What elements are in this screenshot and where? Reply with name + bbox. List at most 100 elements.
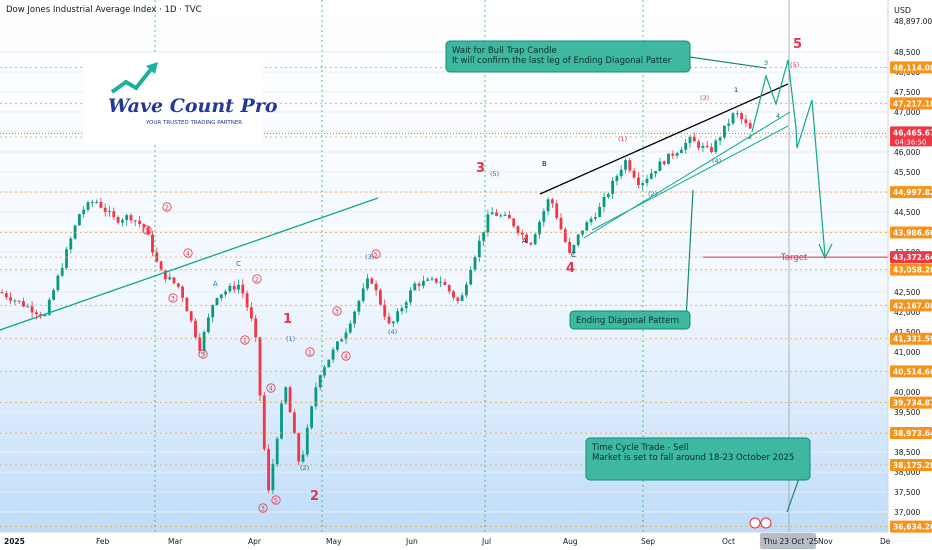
candle-body [125, 215, 129, 221]
candle-body [13, 300, 17, 302]
candle-body [460, 295, 464, 301]
candle-body [215, 298, 219, 305]
candle-body [116, 217, 120, 223]
diag-wave-4-label: (4) [712, 157, 721, 165]
candle-body [439, 281, 442, 283]
circled-wave-8-ring [266, 383, 276, 393]
candle-body [619, 169, 623, 177]
candle-body [508, 214, 511, 219]
price-tick: 40,000 [894, 388, 920, 397]
candle-body [675, 153, 679, 156]
candle-body [551, 199, 554, 204]
candle-body [744, 119, 748, 124]
candle-body [503, 214, 507, 216]
candle-body [327, 359, 331, 368]
candle-body [710, 146, 713, 152]
sub-wave-3-label: (3) [365, 253, 374, 261]
circled-wave-13-ring [258, 503, 268, 513]
candle-body [138, 220, 141, 224]
candles [0, 110, 752, 495]
candle-body [65, 249, 68, 268]
candle-body [78, 214, 81, 226]
price-tick: 38,000 [894, 468, 920, 477]
diagonal-lower-line [583, 111, 791, 239]
price-tick: 47,000 [894, 108, 920, 117]
level-badge [890, 61, 932, 74]
level-badge [890, 226, 932, 239]
price-tick: 37,000 [894, 508, 920, 517]
level-label: 43,058.28 [893, 266, 932, 275]
candle-body [142, 223, 146, 228]
ending-diagonal-note-bg [569, 310, 691, 330]
level-badge [890, 396, 932, 409]
candle-body [133, 220, 137, 222]
logo-arrowhead-icon [146, 62, 158, 74]
wave-5-label: 5 [793, 37, 802, 52]
circled-wave-4-ring [198, 349, 208, 359]
candle-body [297, 433, 301, 462]
ending-diagonal-note: Ending Diagonal Pattern [569, 189, 694, 330]
time-axis[interactable]: 2025 Feb Mar Apr May Jun Jul Aug Sep Oct Nov De Thu … [0, 531, 891, 550]
time-tick: May [326, 537, 342, 546]
sub-wave-4-label: (4) [388, 328, 397, 336]
candle-body [391, 321, 395, 324]
candle-body [637, 177, 640, 186]
price-tick: 38,500 [894, 448, 920, 457]
candle-body [0, 292, 4, 294]
candle-body [379, 290, 382, 305]
candle-body [383, 304, 387, 317]
circled-wave-11-ring [371, 249, 381, 259]
candle-body [589, 218, 593, 223]
sub-wave-a-label: A [213, 280, 218, 288]
circled-wave-10-ring [341, 351, 351, 361]
candle-body [654, 171, 657, 174]
time-tick: De [880, 537, 891, 546]
candle-body [323, 367, 326, 376]
countdown-label: 04:36:50 [895, 138, 926, 146]
circled-wave-2: 4 [186, 250, 190, 258]
wave-c-label: C [571, 251, 576, 259]
price-tick: 47,500 [894, 88, 920, 97]
ending-diagonal-note-line: Ending Diagonal Pattern [576, 316, 679, 326]
candle-body [318, 375, 322, 388]
candle-body [563, 229, 567, 242]
wave-4-label: 4 [566, 261, 575, 276]
candle-body [280, 403, 283, 439]
price-tick: 37,500 [894, 488, 920, 497]
circled-wave-1-ring [142, 225, 152, 235]
candle-body [47, 299, 51, 315]
candle-body [146, 227, 150, 235]
wave-1-label: 1 [283, 312, 292, 327]
chart-title: Dow Jones Industrial Average Index · 1D … [6, 5, 202, 15]
candle-body [271, 464, 275, 491]
diag-sub-3-label: 3 [764, 59, 768, 67]
candle-body [60, 267, 64, 276]
candle-body [336, 341, 339, 350]
candle-body [705, 145, 709, 147]
diag-sub-4-label: 4 [776, 112, 780, 120]
price-tick-partial: 48,897.00 [894, 17, 932, 26]
circled-wave-7-ring [305, 347, 315, 357]
candle-body [417, 283, 421, 286]
candle-body [56, 275, 60, 291]
candle-body [727, 123, 731, 126]
candle-body [43, 314, 47, 316]
candle-body [202, 332, 206, 351]
logo: Wave Count Pro YOUR TRUSTED TRADING PART… [84, 54, 278, 144]
diagonal-upper-line [539, 83, 789, 195]
candle-body [90, 202, 94, 204]
price-tick: 42,000 [894, 308, 920, 317]
candle-body [219, 294, 223, 299]
price-axis[interactable]: 37,00037,50038,00038,50039,00039,50040,0… [887, 0, 932, 550]
candle-body [473, 256, 477, 270]
candle-body [267, 448, 270, 491]
candle-body [680, 149, 683, 154]
candle-body [237, 284, 240, 290]
circled-wave-3-ring [168, 293, 178, 303]
candle-body [465, 284, 468, 296]
candle-body [22, 301, 25, 307]
candle-body [189, 311, 193, 321]
candle-body [370, 278, 374, 284]
